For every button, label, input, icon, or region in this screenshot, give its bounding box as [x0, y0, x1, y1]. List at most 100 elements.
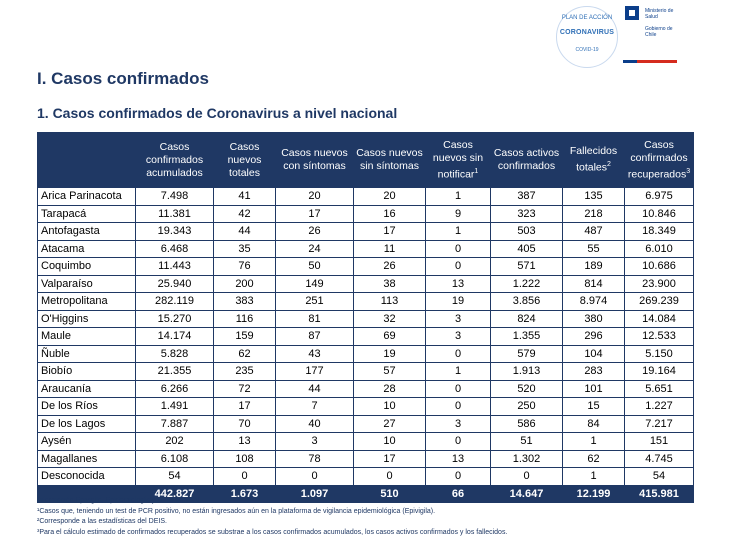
table-cell: 62 — [213, 344, 276, 363]
region-name: Aysén — [37, 432, 136, 451]
table-cell: 814 — [562, 274, 625, 293]
column-header: Casos nuevos sin síntomas — [353, 132, 426, 188]
table-row: Antofagasta 19.343 44 26 17 1 503 487 18.349 — [37, 222, 694, 241]
table-cell: 10 — [353, 397, 426, 416]
region-name: Biobío — [37, 362, 136, 381]
column-header-label: Casos confirmados acumulados — [145, 140, 204, 179]
table-row: Coquimbo 11.443 76 50 26 0 571 189 10.686 — [37, 257, 694, 276]
column-header: Casos nuevos con síntomas — [275, 132, 354, 188]
table-cell: 1 — [562, 432, 625, 451]
table-row: Araucanía 6.266 72 44 28 0 520 101 5.651 — [37, 379, 694, 398]
table-cell: 18.349 — [624, 222, 694, 241]
column-header — [37, 132, 136, 188]
table-row: Metropolitana 282.119 383 251 113 19 3.856 8.97… — [37, 292, 694, 311]
region-name: Antofagasta — [37, 222, 136, 241]
table-row: Magallanes 6.108 108 78 17 13 1.302 62 4.745 — [37, 449, 694, 468]
table-cell: 32 — [353, 309, 426, 328]
table-cell: 4.745 — [624, 449, 694, 468]
table-cell: 296 — [562, 327, 625, 346]
table-row: Arica Parinacota 7.498 41 20 20 1 387 135 6.975 — [37, 187, 694, 206]
table-cell: 108 — [213, 449, 276, 468]
table-cell: 13 — [213, 432, 276, 451]
table-cell: 380 — [562, 309, 625, 328]
table-cell: 24 — [275, 239, 354, 258]
column-header-label: Casos nuevos totales — [227, 140, 262, 179]
footnote-3: ³Para el cálculo estimado de confirmados… — [37, 528, 508, 536]
column-header-label: Casos nuevos con síntomas — [281, 147, 348, 172]
table-cell: 6.975 — [624, 187, 694, 206]
column-header: Casos confirmados acumulados — [135, 132, 214, 188]
table-cell: 0 — [425, 344, 491, 363]
table-cell: 1.227 — [624, 397, 694, 416]
table-cell: 586 — [490, 414, 563, 433]
table-cell: 5.828 — [135, 344, 214, 363]
total-cell: 66 — [425, 484, 491, 503]
table-row: Aysén 202 13 3 10 0 51 1 151 — [37, 432, 694, 451]
table-cell: 200 — [213, 274, 276, 293]
table-cell: 177 — [275, 362, 354, 381]
table-cell: 42 — [213, 204, 276, 223]
column-header-label: Casos activos confirmados — [493, 147, 560, 172]
confirmed-cases-table: Casos confirmados acumulados Casos nuevos… — [37, 132, 694, 503]
region-name: Ñuble — [37, 344, 136, 363]
table-cell: 0 — [425, 257, 491, 276]
plan-coronavirus-logo: PLAN DE ACCIÓN CORONAVIRUS COVID-19 — [556, 6, 618, 68]
table-cell: 0 — [425, 397, 491, 416]
table-cell: 571 — [490, 257, 563, 276]
table-cell: 14.174 — [135, 327, 214, 346]
table-cell: 6.108 — [135, 449, 214, 468]
footnote-2: ²Corresponde a las estadísticas del DEIS… — [37, 518, 167, 525]
table-cell: 579 — [490, 344, 563, 363]
plan-logo-main-text: CORONAVIRUS — [559, 29, 615, 36]
table-cell: 62 — [562, 449, 625, 468]
footnote-marker: 2 — [607, 161, 611, 169]
column-header: Casos nuevos totales — [213, 132, 276, 188]
table-cell: 0 — [425, 239, 491, 258]
table-cell: 19.343 — [135, 222, 214, 241]
region-name: Metropolitana — [37, 292, 136, 311]
table-cell: 7 — [275, 397, 354, 416]
table-cell: 55 — [562, 239, 625, 258]
table-cell: 135 — [562, 187, 625, 206]
footnote-marker: 3 — [686, 167, 691, 175]
table-cell: 0 — [213, 467, 276, 486]
table-row: De los Lagos 7.887 70 40 27 3 586 84 7.217 — [37, 414, 694, 433]
table-cell: 1 — [425, 362, 491, 381]
region-name: Desconocida — [37, 467, 136, 486]
table-cell: 19 — [425, 292, 491, 311]
table-cell: 824 — [490, 309, 563, 328]
table-cell: 87 — [275, 327, 354, 346]
table-cell: 54 — [624, 467, 694, 486]
total-row: 442.827 1.673 1.097 510 66 14.647 12.199 415.98… — [37, 484, 694, 503]
column-header: Casos activos confirmados — [490, 132, 563, 188]
table-cell: 383 — [213, 292, 276, 311]
table-cell: 44 — [213, 222, 276, 241]
region-name: Atacama — [37, 239, 136, 258]
column-header: Fallecidos totales2 — [562, 132, 625, 188]
table-cell: 27 — [353, 414, 426, 433]
source-note: Información Epivigila, Epidemiología y D… — [37, 497, 202, 504]
table-cell: 503 — [490, 222, 563, 241]
table-cell: 1 — [425, 187, 491, 206]
table-cell: 387 — [490, 187, 563, 206]
table-row: O'Higgins 15.270 116 81 32 3 824 380 14.084 — [37, 309, 694, 328]
total-label-cell — [37, 484, 136, 503]
table-cell: 76 — [213, 257, 276, 276]
table-cell: 12.533 — [624, 327, 694, 346]
table-cell: 189 — [562, 257, 625, 276]
table-cell: 20 — [353, 187, 426, 206]
table-cell: 1.302 — [490, 449, 563, 468]
star-shield-icon — [625, 6, 639, 20]
table-cell: 7.498 — [135, 187, 214, 206]
region-name: Magallanes — [37, 449, 136, 468]
table-cell: 16 — [353, 204, 426, 223]
region-name: De los Ríos — [37, 397, 136, 416]
region-name: Arica Parinacota — [37, 187, 136, 206]
table-cell: 11 — [353, 239, 426, 258]
table-cell: 25.940 — [135, 274, 214, 293]
table-cell: 15.270 — [135, 309, 214, 328]
table-row: Desconocida 54 0 0 0 0 0 1 54 — [37, 467, 694, 486]
table-cell: 282.119 — [135, 292, 214, 311]
table-cell: 40 — [275, 414, 354, 433]
total-cell: 415.981 — [624, 484, 694, 503]
